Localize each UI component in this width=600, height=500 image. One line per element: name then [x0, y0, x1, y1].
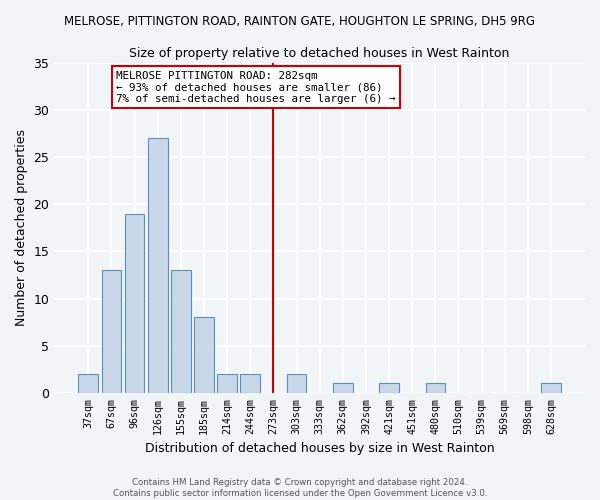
Text: MELROSE, PITTINGTON ROAD, RAINTON GATE, HOUGHTON LE SPRING, DH5 9RG: MELROSE, PITTINGTON ROAD, RAINTON GATE, … [65, 15, 536, 28]
Bar [125, 214, 145, 393]
Bar [379, 384, 399, 393]
Bar [148, 138, 167, 393]
Text: Contains HM Land Registry data © Crown copyright and database right 2024.
Contai: Contains HM Land Registry data © Crown c… [113, 478, 487, 498]
Title: Size of property relative to detached houses in West Rainton: Size of property relative to detached ho… [130, 48, 510, 60]
Bar [79, 374, 98, 393]
Bar [425, 384, 445, 393]
Text: MELROSE PITTINGTON ROAD: 282sqm
← 93% of detached houses are smaller (86)
7% of : MELROSE PITTINGTON ROAD: 282sqm ← 93% of… [116, 70, 395, 104]
X-axis label: Distribution of detached houses by size in West Rainton: Distribution of detached houses by size … [145, 442, 494, 455]
Bar [217, 374, 237, 393]
Y-axis label: Number of detached properties: Number of detached properties [15, 130, 28, 326]
Bar [101, 270, 121, 393]
Bar [333, 384, 353, 393]
Bar [194, 318, 214, 393]
Bar [171, 270, 191, 393]
Bar [541, 384, 561, 393]
Bar [287, 374, 307, 393]
Bar [241, 374, 260, 393]
